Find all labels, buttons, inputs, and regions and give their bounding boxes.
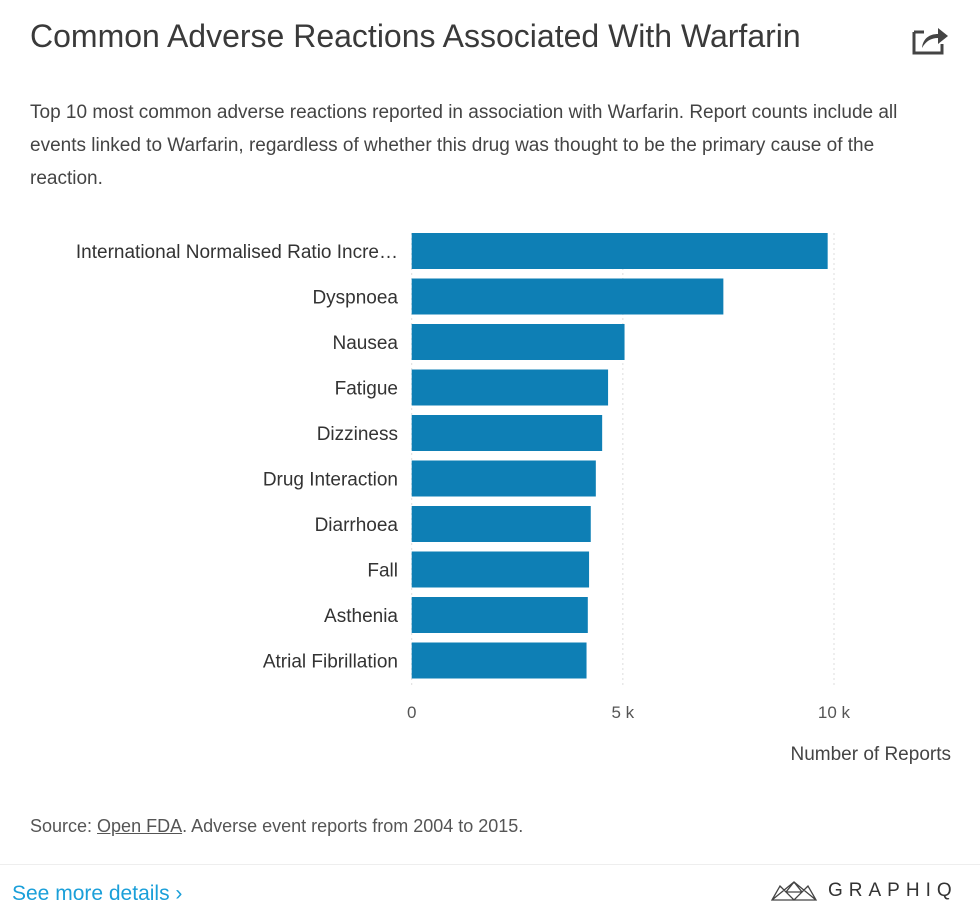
x-tick-label: 0	[407, 703, 416, 722]
y-category-label: International Normalised Ratio Incre…	[76, 242, 398, 263]
x-tick-label: 10 k	[818, 703, 851, 722]
graphiq-logo: GRAPHIQ	[770, 880, 958, 902]
bar	[411, 642, 587, 679]
y-category-label: Dyspnoea	[312, 288, 398, 309]
see-more-details-link[interactable]: See more details ›	[12, 882, 183, 905]
graphiq-logo-text: GRAPHIQ	[828, 880, 958, 901]
bar	[411, 369, 609, 406]
graphiq-logo-icon	[770, 880, 818, 901]
bar	[411, 324, 625, 360]
x-tick-label: 5 k	[612, 703, 635, 722]
source-suffix: . Adverse event reports from 2004 to 201…	[182, 816, 524, 836]
bar-chart: 0 5 k 10 k International Normalised Ratio I…	[76, 233, 951, 765]
bar	[411, 597, 588, 633]
source-prefix: Source:	[30, 816, 98, 836]
y-category-label: Drug Interaction	[263, 470, 398, 491]
y-category-label: Atrial Fibrillation	[263, 652, 398, 673]
chart-title: Common Adverse Reactions Associated With…	[30, 18, 801, 54]
source-link[interactable]: Open FDA	[97, 816, 183, 836]
source-note: Source: Open FDA. Adverse event reports …	[30, 816, 523, 837]
y-category-label: Fatigue	[335, 379, 398, 400]
chart-subtitle: Top 10 most common adverse reactions rep…	[30, 102, 898, 189]
bar	[411, 460, 596, 497]
y-category-label: Asthenia	[324, 606, 398, 627]
bar	[411, 278, 724, 315]
divider	[0, 864, 980, 865]
x-axis-label: Number of Reports	[790, 744, 951, 765]
bar	[411, 551, 590, 588]
y-category-label: Nausea	[333, 333, 399, 354]
y-category-label: Fall	[367, 561, 398, 582]
bar	[411, 233, 828, 269]
y-category-label: Diarrhoea	[315, 515, 399, 536]
bar	[411, 415, 603, 451]
bar	[411, 506, 591, 542]
y-category-label: Dizziness	[317, 424, 398, 445]
share-icon[interactable]	[910, 22, 950, 56]
